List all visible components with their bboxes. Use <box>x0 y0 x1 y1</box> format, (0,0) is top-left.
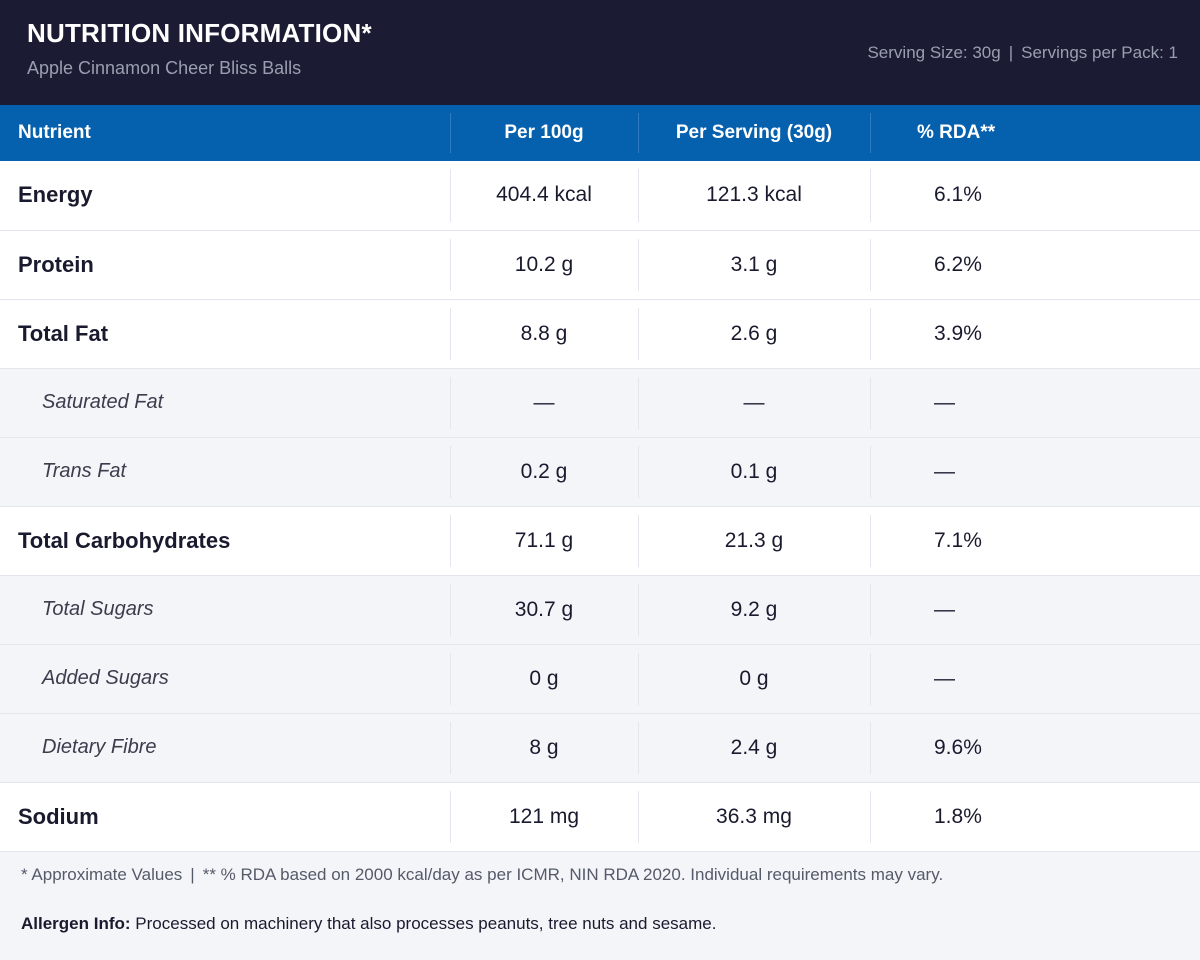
per-100g-value: 121 mg <box>450 782 638 851</box>
allergen-label: Allergen Info: <box>21 913 131 933</box>
per-100g-value: 10.2 g <box>450 230 638 299</box>
footnote-rda: ** % RDA based on 2000 kcal/day as per I… <box>202 864 944 884</box>
serving-info: Serving Size: 30g | Servings per Pack: 1 <box>867 42 1178 64</box>
per-serving-value: 3.1 g <box>638 230 870 299</box>
table-row: Total Carbohydrates 71.1 g 21.3 g 7.1% <box>0 506 1200 575</box>
rda-value: — <box>870 575 1200 644</box>
nutrient-name: Total Sugars <box>42 598 154 620</box>
per-serving-value: 2.6 g <box>638 299 870 368</box>
per-serving-value: 2.4 g <box>638 713 870 782</box>
per-serving-value: — <box>638 368 870 437</box>
per-serving-value: 21.3 g <box>638 506 870 575</box>
rda-value: — <box>870 644 1200 713</box>
nutrient-name: Trans Fat <box>42 460 127 482</box>
footnote-separator: | <box>190 864 195 884</box>
table-row: Protein 10.2 g 3.1 g 6.2% <box>0 230 1200 299</box>
per-serving-value: 9.2 g <box>638 575 870 644</box>
label-footer: * Approximate Values | ** % RDA based on 2… <box>0 851 1200 960</box>
product-name: Apple Cinnamon Cheer Bliss Balls <box>27 58 302 78</box>
per-serving-value: 0 g <box>638 644 870 713</box>
column-header-per-100g: Per 100g <box>450 105 638 161</box>
nutrient-name: Total Carbohydrates <box>18 527 231 553</box>
rda-value: 7.1% <box>870 506 1200 575</box>
footnote-approximate: * Approximate Values <box>21 864 183 884</box>
rda-value: 9.6% <box>870 713 1200 782</box>
rda-value: — <box>870 437 1200 506</box>
rda-value: 6.1% <box>870 161 1200 230</box>
serving-separator: | <box>1008 43 1014 62</box>
allergen-text: Processed on machinery that also process… <box>130 913 717 933</box>
rda-value: 3.9% <box>870 299 1200 368</box>
allergen-info: Allergen Info: Processed on machinery th… <box>21 913 1179 935</box>
per-100g-value: 404.4 kcal <box>450 161 638 230</box>
rda-value: 1.8% <box>870 782 1200 851</box>
column-header-per-serving: Per Serving (30g) <box>638 105 870 161</box>
per-100g-value: 8 g <box>450 713 638 782</box>
rda-value: 6.2% <box>870 230 1200 299</box>
table-row: Trans Fat 0.2 g 0.1 g — <box>0 437 1200 506</box>
table-header-row: Nutrient Per 100g Per Serving (30g) % RD… <box>0 105 1200 161</box>
per-serving-value: 36.3 mg <box>638 782 870 851</box>
nutrient-name: Sodium <box>18 803 99 829</box>
column-header-rda: % RDA** <box>870 105 1200 161</box>
servings-per-pack: Servings per Pack: 1 <box>1021 43 1178 62</box>
per-serving-value: 121.3 kcal <box>638 161 870 230</box>
per-100g-value: 0.2 g <box>450 437 638 506</box>
nutrient-name: Added Sugars <box>42 667 169 689</box>
per-100g-value: 30.7 g <box>450 575 638 644</box>
nutrient-name: Dietary Fibre <box>42 736 157 758</box>
nutrient-name: Energy <box>18 182 93 208</box>
nutrient-name: Saturated Fat <box>42 391 164 413</box>
rda-value: — <box>870 368 1200 437</box>
table-row: Added Sugars 0 g 0 g — <box>0 644 1200 713</box>
per-100g-value: 0 g <box>450 644 638 713</box>
table-row: Total Fat 8.8 g 2.6 g 3.9% <box>0 299 1200 368</box>
nutrient-name: Total Fat <box>18 320 109 346</box>
table-row: Total Sugars 30.7 g 9.2 g — <box>0 575 1200 644</box>
table-row: Dietary Fibre 8 g 2.4 g 9.6% <box>0 713 1200 782</box>
column-header-nutrient: Nutrient <box>18 122 91 143</box>
nutrient-name: Protein <box>18 251 94 277</box>
table-row: Energy 404.4 kcal 121.3 kcal 6.1% <box>0 161 1200 230</box>
serving-size: Serving Size: 30g <box>867 43 1001 62</box>
footnote: * Approximate Values | ** % RDA based on 2… <box>21 864 1179 886</box>
nutrition-table: Nutrient Per 100g Per Serving (30g) % RD… <box>0 105 1200 852</box>
table-row: Sodium 121 mg 36.3 mg 1.8% <box>0 782 1200 851</box>
label-header: NUTRITION INFORMATION* Apple Cinnamon Ch… <box>0 0 1200 105</box>
label-title: NUTRITION INFORMATION* <box>27 18 372 48</box>
per-serving-value: 0.1 g <box>638 437 870 506</box>
per-100g-value: 71.1 g <box>450 506 638 575</box>
per-100g-value: — <box>450 368 638 437</box>
table-row: Saturated Fat — — — <box>0 368 1200 437</box>
per-100g-value: 8.8 g <box>450 299 638 368</box>
